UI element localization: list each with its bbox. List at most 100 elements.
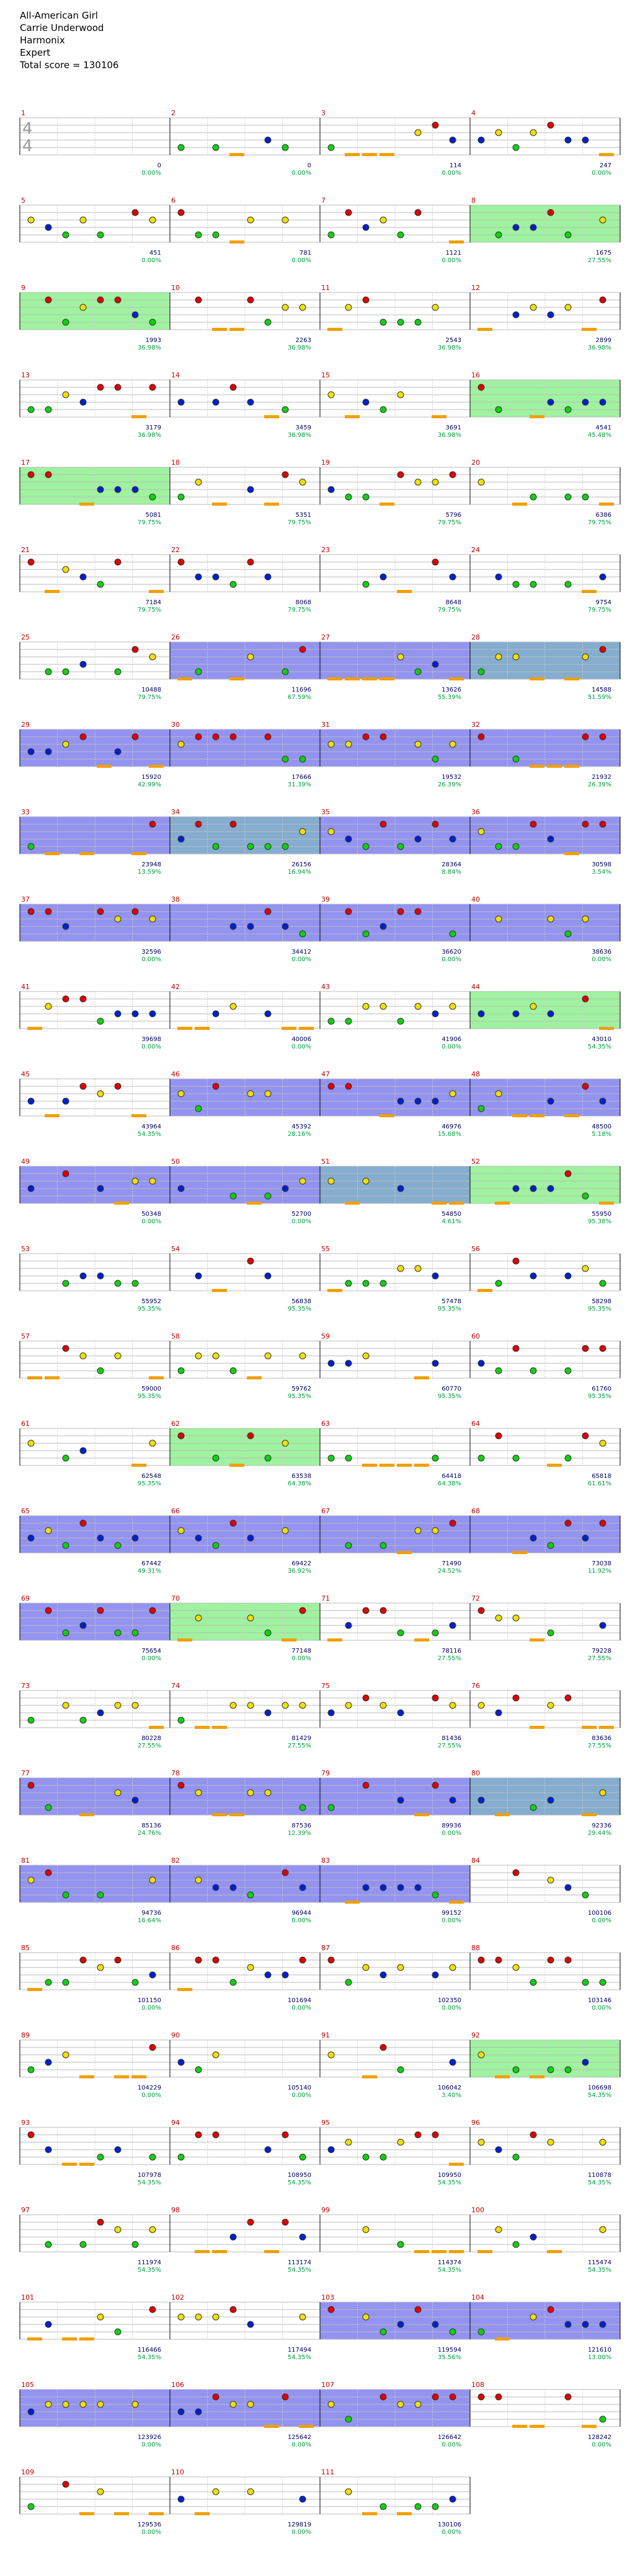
note <box>62 1170 69 1177</box>
measure-number: 110 <box>171 2468 184 2476</box>
note <box>299 930 306 938</box>
note <box>327 1177 335 1185</box>
note <box>512 843 520 850</box>
note <box>177 493 185 501</box>
note <box>149 216 156 224</box>
note <box>477 2393 485 2401</box>
cumulative-score: 89936 <box>442 1822 461 1829</box>
note <box>247 923 254 930</box>
measure-number: 43 <box>321 983 330 991</box>
kick-note <box>299 2425 314 2428</box>
measure-number: 3 <box>321 109 326 117</box>
note <box>212 231 220 239</box>
percent: 79.75% <box>288 607 311 613</box>
kick-note <box>149 765 164 768</box>
note <box>45 1804 52 1811</box>
note <box>79 1272 87 1280</box>
cumulative-score: 117494 <box>288 2347 311 2354</box>
note <box>530 1367 537 1374</box>
note <box>582 1345 589 1352</box>
note <box>247 1432 254 1440</box>
percent: 15.68% <box>438 1131 461 1138</box>
note <box>449 1090 456 1097</box>
note <box>131 1010 139 1018</box>
note <box>177 2495 185 2503</box>
note <box>477 384 485 391</box>
note <box>362 930 370 938</box>
note <box>27 1440 35 1447</box>
percent: 95.35% <box>288 1306 311 1312</box>
measure-number: 58 <box>171 1332 180 1340</box>
measure-number: 104 <box>471 2293 484 2301</box>
note <box>547 2139 554 2146</box>
note <box>212 1956 220 1964</box>
measure-number: 77 <box>21 1769 30 1777</box>
note <box>495 1432 502 1440</box>
note <box>397 231 404 239</box>
kick-note <box>380 153 394 156</box>
cumulative-score: 61760 <box>592 1386 611 1392</box>
measure-number: 82 <box>171 1857 180 1865</box>
note <box>327 1709 335 1717</box>
note <box>264 573 272 581</box>
note <box>114 1083 122 1090</box>
note <box>564 1694 572 1702</box>
percent: 29.44% <box>588 1830 611 1837</box>
note <box>547 311 554 319</box>
note <box>495 915 502 923</box>
cumulative-score: 87536 <box>291 1822 311 1829</box>
percent: 28.16% <box>288 1131 311 1138</box>
note <box>599 820 606 828</box>
note <box>477 1010 485 1018</box>
note <box>229 1519 237 1527</box>
note <box>564 231 572 239</box>
note <box>247 2321 254 2328</box>
kick-note <box>449 240 464 244</box>
note <box>27 2131 35 2139</box>
note <box>397 1884 404 1891</box>
cumulative-score: 26156 <box>291 861 311 868</box>
cumulative-score: 14588 <box>592 687 611 693</box>
note <box>362 1782 370 1789</box>
note <box>362 296 370 304</box>
note <box>27 2503 35 2510</box>
cumulative-score: 45392 <box>291 1123 311 1130</box>
note <box>582 1265 589 1272</box>
note <box>530 1804 537 1811</box>
note <box>79 398 87 406</box>
measure-number: 60 <box>471 1332 480 1340</box>
kick-note <box>582 590 597 593</box>
note <box>530 2313 537 2321</box>
note <box>380 406 387 413</box>
note <box>512 1454 520 1462</box>
percent: 0.00% <box>442 2005 461 2011</box>
note <box>97 908 104 915</box>
measure-number: 33 <box>21 808 30 816</box>
note <box>582 820 589 828</box>
note <box>547 1956 554 1964</box>
measure-number: 76 <box>471 1682 480 1690</box>
note <box>299 1352 306 1360</box>
percent: 0.00% <box>442 1917 461 1924</box>
note <box>599 2321 606 2328</box>
note <box>62 2401 69 2408</box>
note <box>264 319 272 326</box>
cumulative-score: 80228 <box>141 1735 161 1742</box>
note <box>131 908 139 915</box>
kick-note <box>79 2075 94 2078</box>
note <box>547 2306 554 2313</box>
note <box>547 835 554 843</box>
note <box>45 2241 52 2248</box>
note <box>362 1884 370 1891</box>
measure-number: 35 <box>321 808 330 816</box>
cumulative-score: 41906 <box>442 1036 461 1043</box>
percent: 79.75% <box>588 519 611 526</box>
kick-note <box>345 153 360 156</box>
note <box>512 653 520 661</box>
percent: 0.00% <box>291 1655 311 1662</box>
note <box>62 1280 69 1287</box>
note <box>212 1542 220 1549</box>
kick-note <box>195 2512 210 2515</box>
note <box>247 1257 254 1265</box>
percent: 12.39% <box>288 1830 311 1837</box>
